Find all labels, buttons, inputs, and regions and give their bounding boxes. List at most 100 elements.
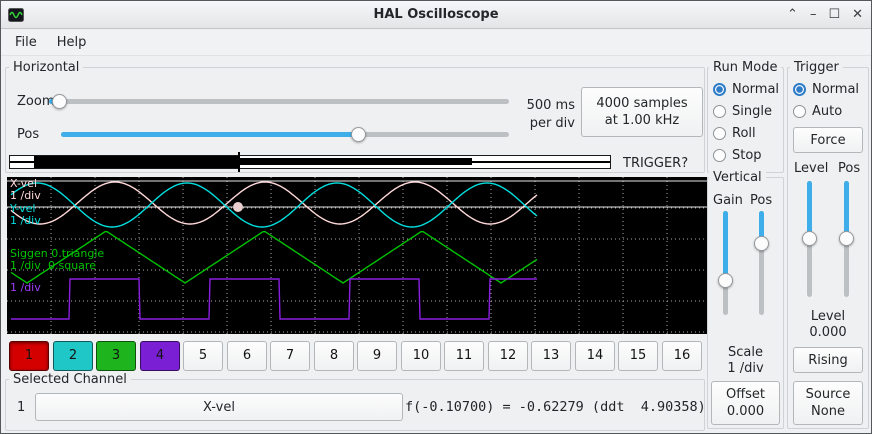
trigger-edge-button[interactable]: Rising [793, 347, 863, 373]
scope-label: 1 /div [10, 281, 41, 294]
record-position-bar[interactable] [9, 152, 611, 172]
channel-button-7[interactable]: 7 [270, 341, 310, 371]
channel-value-readout: f(-0.10700) = -0.62279 (ddt 4.90358) [405, 399, 706, 415]
samples-button[interactable]: 4000 samples at 1.00 kHz [581, 87, 703, 137]
samples-line2: at 1.00 kHz [604, 113, 680, 128]
zoom-slider-track[interactable] [49, 99, 509, 104]
menu-help[interactable]: Help [56, 35, 87, 50]
scope-label: 1 /div [10, 189, 41, 202]
record-trigger-marker [238, 152, 240, 172]
channel-button-15[interactable]: 15 [618, 341, 658, 371]
scope-label: Siggen 0.triangle [10, 247, 105, 260]
vertical-pos-slider[interactable] [753, 211, 770, 315]
window-title: HAL Oscilloscope [373, 7, 499, 22]
trigger-level-slider-label: Level [794, 161, 829, 176]
run-mode-normal-radio[interactable]: Normal [713, 81, 779, 97]
offset-button[interactable]: Offset 0.000 [711, 381, 780, 425]
channel-button-14[interactable]: 14 [575, 341, 615, 371]
channel-button-9[interactable]: 9 [357, 341, 397, 371]
channel-button-16[interactable]: 16 [662, 341, 702, 371]
trigger-status-label: TRIGGER? [623, 156, 689, 171]
trigger-auto-radio[interactable]: Auto [793, 103, 842, 119]
timebase-value: 500 ms [526, 98, 575, 113]
gain-slider-label: Gain [713, 193, 743, 208]
channel-button-5[interactable]: 5 [183, 341, 223, 371]
record-mid-segment [238, 158, 472, 165]
offset-line2: 0.000 [726, 404, 765, 419]
channel-button-12[interactable]: 12 [488, 341, 528, 371]
trigger-pos-slider[interactable] [838, 181, 855, 297]
radio-icon[interactable] [713, 148, 726, 162]
pos-slider[interactable] [61, 126, 509, 143]
menubar: File Help [1, 30, 871, 56]
radio-label: Single [732, 103, 772, 119]
vertical-pos-track[interactable] [759, 211, 764, 315]
trigger-group-label: Trigger [790, 60, 843, 75]
radio-label: Normal [732, 81, 780, 97]
force-button[interactable]: Force [793, 127, 863, 153]
channel-source-button[interactable]: X-vel [35, 393, 403, 421]
gain-slider-fill [723, 211, 728, 278]
scale-label: Scale [728, 345, 763, 360]
close-icon[interactable]: ✕ [852, 7, 863, 22]
gain-slider[interactable] [717, 211, 734, 315]
trigger-normal-radio[interactable]: Normal [793, 81, 859, 97]
vertical-pos-fill [759, 211, 764, 241]
zoom-label: Zoom [17, 94, 55, 109]
maximize-icon[interactable]: ☐ [828, 7, 841, 22]
vertical-pos-knob[interactable] [754, 236, 769, 251]
run-mode-roll-radio[interactable]: Roll [713, 125, 756, 141]
trigger-pos-knob[interactable] [839, 231, 854, 246]
trigger-level-slider[interactable] [801, 181, 818, 297]
trigger-pos-slider-label: Pos [838, 161, 861, 176]
run-mode-single-radio[interactable]: Single [713, 103, 772, 119]
zoom-slider-knob[interactable] [52, 94, 67, 109]
pos-label: Pos [17, 127, 40, 142]
app-icon [8, 8, 24, 22]
shade-icon[interactable]: ⌃ [787, 7, 798, 22]
channel-button-3[interactable]: 3 [96, 341, 136, 371]
gain-slider-knob[interactable] [718, 273, 733, 288]
scope-label: X-vel [10, 177, 37, 190]
radio-label: Auto [812, 103, 843, 119]
selected-channel-group-label: Selected Channel [9, 372, 131, 387]
radio-icon[interactable] [713, 82, 726, 96]
radio-label: Normal [812, 81, 860, 97]
channel-button-8[interactable]: 8 [314, 341, 354, 371]
channel-button-11[interactable]: 11 [444, 341, 484, 371]
menu-file[interactable]: File [15, 35, 37, 50]
timebase-readout: 500 ms per div [507, 97, 575, 133]
trigger-pos-fill [844, 181, 849, 235]
trigger-source-button[interactable]: Source None [793, 381, 863, 425]
vertical-pos-slider-label: Pos [750, 193, 773, 208]
timebase-unit: per div [529, 116, 575, 131]
minimize-icon[interactable]: – [809, 7, 817, 22]
channel-button-10[interactable]: 10 [401, 341, 441, 371]
radio-icon[interactable] [713, 126, 726, 140]
channel-button-13[interactable]: 13 [531, 341, 571, 371]
channel-button-4[interactable]: 4 [140, 341, 180, 371]
trigger-level-knob[interactable] [802, 231, 817, 246]
channel-button-6[interactable]: 6 [227, 341, 267, 371]
radio-icon[interactable] [793, 104, 806, 118]
window-controls: ⌃ – ☐ ✕ [787, 1, 863, 29]
channel-button-1[interactable]: 1 [9, 341, 49, 371]
trigger-level-fill [807, 181, 812, 235]
selected-channel-number: 1 [17, 400, 26, 415]
zoom-slider[interactable] [49, 93, 509, 110]
scope-display: X-vel 1 /div Y-vel 1 /div Siggen 0.triangle 1… [7, 177, 707, 334]
scope-label: 1 /div [10, 214, 41, 227]
channel-button-2[interactable]: 2 [53, 341, 93, 371]
radio-icon[interactable] [793, 82, 806, 96]
trigger-level-label: Level [810, 309, 846, 324]
radio-label: Roll [732, 125, 756, 141]
run-mode-stop-radio[interactable]: Stop [713, 147, 762, 163]
offset-line1: Offset [725, 387, 766, 402]
record-filled-segment [34, 156, 238, 168]
samples-line1: 4000 samples [596, 96, 688, 111]
horizontal-group-label: Horizontal [9, 60, 84, 75]
radio-icon[interactable] [713, 104, 726, 118]
trigger-level-value: 0.000 [809, 325, 847, 340]
pos-slider-knob[interactable] [351, 127, 366, 142]
